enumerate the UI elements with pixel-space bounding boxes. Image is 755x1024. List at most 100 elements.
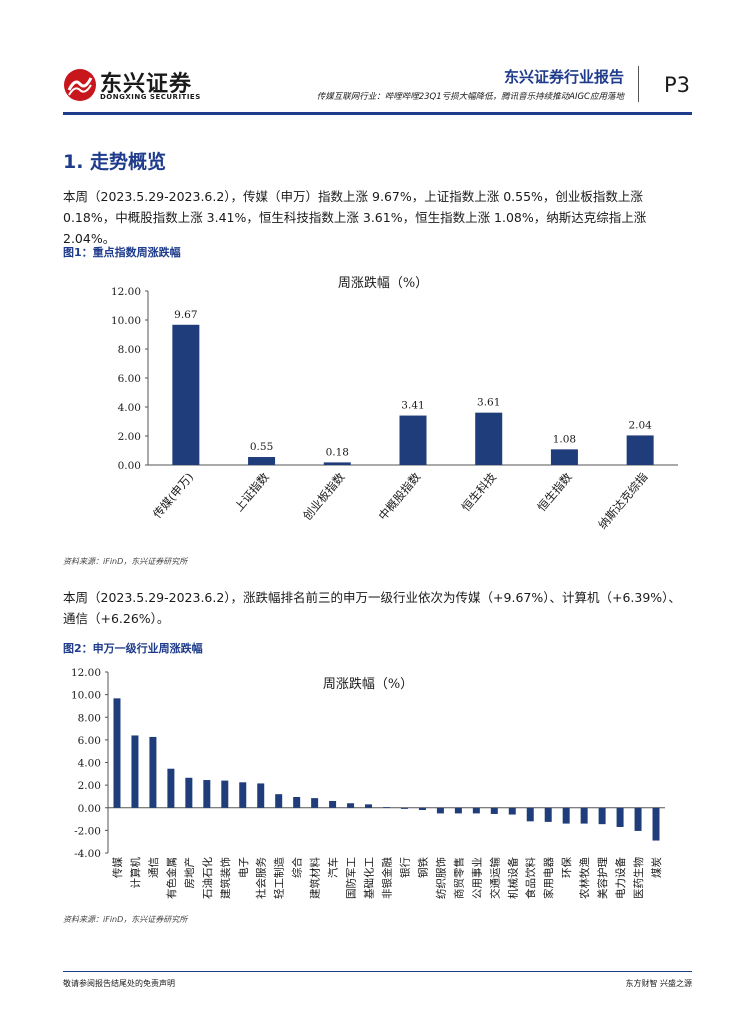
chart-1-bar xyxy=(475,412,503,465)
chart-2-x-tick: 建筑装饰 xyxy=(219,857,232,899)
chart-2-bar xyxy=(580,807,588,824)
chart-1-bar xyxy=(323,462,351,465)
chart-2-y-tick: 6.00 xyxy=(78,735,101,747)
chart-2-x-tick: 机械设备 xyxy=(506,857,519,899)
chart-1-x-tick: 中概股指数 xyxy=(376,470,424,523)
chart-1-data-label: 3.41 xyxy=(401,400,424,412)
chart-2-x-tick: 通信 xyxy=(148,857,160,878)
page-number: P3 xyxy=(664,73,691,97)
chart-2-bar xyxy=(400,807,408,809)
chart-2-y-tick: 4.00 xyxy=(78,758,101,770)
chart-1-data-label: 0.18 xyxy=(326,446,349,458)
chart-2-bar xyxy=(436,807,444,814)
company-logo-icon xyxy=(64,69,96,101)
chart-2-x-tick: 社会服务 xyxy=(255,857,268,899)
chart-2-bar xyxy=(203,780,211,808)
chart-2-bar xyxy=(383,807,390,808)
chart-2-x-tick: 电力设备 xyxy=(614,857,627,899)
chart-1-y-tick: 4.00 xyxy=(118,402,141,414)
chart-1-data-label: 2.04 xyxy=(628,419,652,431)
chart-2-x-tick: 医药生物 xyxy=(632,857,645,899)
chart-2-x-tick: 农林牧渔 xyxy=(578,857,591,899)
chart-1-x-tick: 创业板指数 xyxy=(300,470,348,523)
chart-2-bar xyxy=(544,807,552,822)
figure-1-label: 图1：重点指数周涨跌幅 xyxy=(63,246,181,259)
chart-2-x-tick: 石油石化 xyxy=(201,857,214,899)
logo-english-text: DONGXING SECURITIES xyxy=(100,93,201,101)
chart-2-y-tick: 12.00 xyxy=(71,667,101,679)
chart-2-bar xyxy=(472,807,480,814)
chart-1-x-tick: 恒生指数 xyxy=(534,470,575,515)
chart-1-y-tick: 12.00 xyxy=(111,286,141,298)
chart-2-x-tick: 汽车 xyxy=(327,857,340,878)
chart-2-x-tick: 公用事业 xyxy=(470,857,483,899)
chart-2-bar xyxy=(167,768,175,808)
report-subtitle: 传媒互联网行业：哔哩哔哩23Q1亏损大幅降低，腾讯音乐持续推动AIGC应用落地 xyxy=(316,92,624,102)
chart-2-x-tick: 食品饮料 xyxy=(524,857,537,899)
chart-2-y-tick: 2.00 xyxy=(78,780,101,792)
chart-1-data-label: 3.61 xyxy=(477,397,500,409)
chart-1-x-tick: 纳斯达克综指 xyxy=(595,470,650,532)
chart-2-bar xyxy=(652,807,660,841)
figure-2-source: 资料来源：iFinD，东兴证券研究所 xyxy=(63,915,188,924)
chart-1-x-tick: 上证指数 xyxy=(232,470,273,515)
chart-2-bar xyxy=(329,800,337,808)
logo-text: 东兴证券 xyxy=(100,72,193,97)
chart-2-bar xyxy=(616,807,624,827)
chart-2-x-tick: 房地产 xyxy=(183,857,196,889)
header-divider xyxy=(638,66,639,102)
chart-1-bar xyxy=(248,457,276,465)
chart-2-bar xyxy=(347,803,355,808)
chart-2-y-tick: -2.00 xyxy=(74,825,101,837)
chart-1-data-label: 9.67 xyxy=(174,309,197,321)
chart-2-bar xyxy=(113,698,121,808)
chart-1-bar xyxy=(626,435,654,465)
chart-1-x-tick: 恒生科技 xyxy=(459,470,500,515)
report-type-title: 东兴证券行业报告 xyxy=(503,68,624,86)
section-title: 1. 走势概览 xyxy=(63,151,167,173)
chart-2-bar xyxy=(634,807,642,831)
chart-1-bar xyxy=(172,324,200,465)
chart-2-bar xyxy=(365,804,373,808)
chart-1-y-tick: 10.00 xyxy=(111,315,141,327)
chart-2-y-tick: -4.00 xyxy=(74,848,101,860)
industry-weekly-change-chart: 周涨跌幅（%） -4.00 -2.00 0.00 2.00 4.00 6.00 8.00 10.… xyxy=(71,667,665,899)
chart-2-bar xyxy=(508,807,516,815)
chart-1-data-label: 0.55 xyxy=(250,441,273,453)
chart-2-title: 周涨跌幅（%） xyxy=(323,676,413,692)
chart-2-bar xyxy=(293,797,301,808)
chart-2-x-tick: 银行 xyxy=(398,857,411,879)
chart-2-x-tick: 美容护理 xyxy=(596,857,609,899)
figure-1-source: 资料来源：iFinD，东兴证券研究所 xyxy=(63,557,188,566)
chart-2-bar xyxy=(526,807,534,822)
chart-2-x-tick: 电子 xyxy=(237,857,250,878)
chart-2-x-tick: 综合 xyxy=(291,857,304,878)
footer-rule xyxy=(63,971,692,972)
chart-2-y-tick: 10.00 xyxy=(71,690,101,702)
chart-2-bar xyxy=(454,807,462,814)
chart-2-x-tick: 纺织服饰 xyxy=(434,857,447,899)
chart-2-x-tick: 基础化工 xyxy=(363,857,376,899)
footer-slogan: 东方财智 兴盛之源 xyxy=(625,979,692,988)
figure-2-label: 图2：申万一级行业周涨跌幅 xyxy=(63,642,203,655)
chart-2-x-tick: 煤炭 xyxy=(650,857,663,878)
chart-2-x-tick: 计算机 xyxy=(129,857,142,889)
paragraph-industries: 本周（2023.5.29-2023.6.2），涨跌幅排名前三的申万一级行业依次为… xyxy=(63,590,681,626)
chart-1-y-tick: 6.00 xyxy=(118,373,141,385)
chart-1-title: 周涨跌幅（%） xyxy=(338,275,428,291)
chart-1-data-label: 1.08 xyxy=(553,433,576,445)
chart-2-bar xyxy=(275,794,283,808)
chart-2-bar xyxy=(185,777,193,808)
chart-2-y-tick: 8.00 xyxy=(78,712,101,724)
chart-2-x-tick: 国防军工 xyxy=(345,857,358,899)
chart-2-bar xyxy=(257,783,265,808)
chart-2-x-tick: 商贸零售 xyxy=(452,857,465,899)
chart-1-bar xyxy=(399,415,427,465)
chart-2-bar xyxy=(149,736,157,808)
chart-1-y-tick: 0.00 xyxy=(118,460,141,472)
chart-2-x-tick: 家用电器 xyxy=(542,857,555,899)
chart-2-x-tick: 传媒 xyxy=(111,857,124,878)
chart-1-y-tick: 8.00 xyxy=(118,344,141,356)
chart-2-x-tick: 非银金融 xyxy=(381,857,394,899)
chart-2-bar xyxy=(418,807,426,811)
